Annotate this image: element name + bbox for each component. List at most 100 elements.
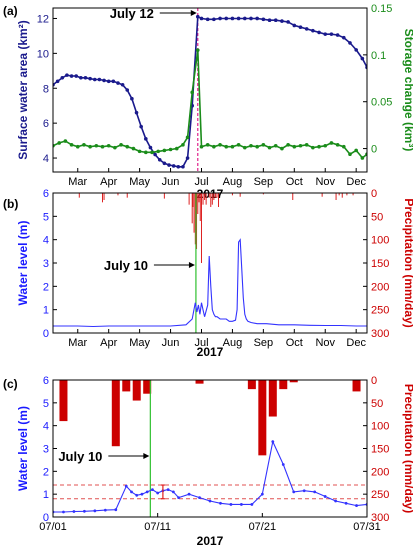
data-point: [261, 143, 266, 147]
data-point: [271, 440, 275, 444]
precip-bar: [352, 380, 361, 392]
data-point: [150, 150, 154, 155]
data-point: [125, 144, 130, 149]
precip-bar: [103, 193, 105, 200]
precip-bar: [205, 193, 207, 205]
precip-bar: [247, 380, 256, 390]
data-point: [125, 88, 130, 92]
data-point: [130, 490, 133, 494]
x-tick-label: Aug: [223, 176, 243, 188]
x-axis-label: 2017: [197, 345, 224, 359]
y-left-tick-label: 12: [37, 13, 49, 25]
y-left-tick-label: 5: [43, 398, 49, 410]
y-left-tick-label: 1: [43, 305, 49, 317]
y-left-tick-label: 3: [43, 444, 49, 456]
y-right-tick-label: 200: [371, 466, 389, 478]
data-point: [329, 32, 334, 36]
data-point: [181, 143, 185, 147]
data-point: [304, 143, 309, 147]
data-point: [199, 144, 204, 149]
data-point: [341, 144, 346, 149]
x-tick-label: Mar: [68, 337, 87, 349]
x-tick-label: Jul: [194, 176, 208, 188]
data-point: [311, 28, 315, 33]
data-point: [177, 496, 181, 499]
data-point: [79, 75, 83, 80]
precip-bar: [126, 193, 128, 198]
precip-bar: [292, 193, 294, 200]
data-point: [185, 135, 190, 140]
data-point: [267, 145, 272, 150]
data-point: [292, 144, 297, 149]
data-point: [224, 144, 229, 149]
data-point: [311, 145, 315, 150]
precip-bar: [214, 193, 216, 198]
y-left-tick-label: 3: [43, 258, 49, 270]
precip-bar: [198, 193, 200, 203]
precip-bar: [122, 380, 131, 392]
data-point: [187, 492, 191, 496]
panel-label: (b): [3, 197, 18, 211]
annotation-arrowhead: [143, 453, 150, 459]
y-left-tick-label: 0: [43, 512, 49, 524]
annotation-arrowhead: [188, 262, 195, 268]
precip-bar: [218, 193, 220, 207]
data-point: [208, 499, 212, 503]
y-left-tick-label: 5: [43, 211, 49, 223]
data-point: [298, 25, 303, 29]
data-point: [255, 16, 259, 21]
data-point: [92, 77, 97, 82]
data-point: [195, 48, 200, 52]
precip-bar: [111, 380, 120, 447]
data-point: [171, 490, 175, 494]
y-right-tick-label: 0.15: [371, 3, 392, 15]
precip-bar: [101, 193, 103, 203]
data-point: [348, 152, 352, 156]
y-right-tick-label: 0: [371, 375, 377, 387]
data-point: [135, 493, 139, 497]
y-right-tick-label: 0.1: [371, 50, 386, 62]
panel-1: (b) 0 1 2 3 4 5 6 0 50 100 150 200 250 300 Mar Apr May Jun…: [3, 188, 413, 359]
precip-bar: [188, 193, 190, 205]
precip-bar: [216, 193, 218, 198]
y-right-tick-label: 300: [371, 328, 389, 340]
data-point: [140, 492, 144, 496]
precip-bar: [335, 193, 337, 200]
annotation-arrowhead: [190, 10, 197, 16]
panel-label: (c): [3, 377, 18, 391]
data-point: [292, 490, 296, 494]
data-point: [72, 510, 76, 513]
y-right-label: Storage change (km³): [402, 29, 413, 152]
data-point: [280, 146, 284, 151]
data-point: [144, 150, 148, 155]
precip-bar: [211, 193, 213, 205]
x-tick-label: 07/31: [353, 521, 381, 533]
precip-bar: [352, 193, 354, 196]
data-point: [267, 18, 272, 23]
x-tick-label: Dec: [346, 176, 366, 188]
x-axis-label: 2017: [197, 534, 224, 548]
precip-bar: [268, 380, 277, 417]
data-point: [354, 148, 358, 153]
x-tick-label: Oct: [286, 176, 303, 188]
data-point: [120, 82, 125, 87]
precip-bar: [208, 193, 210, 198]
panel-2: (c) 0 1 2 3 4 5 6 0 50 100 150 200 250 300 07/01 07/11 07…: [3, 375, 413, 548]
data-point: [212, 17, 216, 22]
precip-bar: [163, 193, 165, 199]
x-tick-label: 07/21: [249, 521, 277, 533]
data-point: [167, 163, 171, 167]
data-point: [151, 488, 154, 491]
y-right-tick-label: 0: [371, 188, 377, 200]
precip-bar: [210, 193, 212, 207]
data-point: [162, 148, 167, 153]
precip-bar: [346, 193, 348, 196]
data-point: [292, 23, 297, 28]
plot-area: [53, 8, 367, 172]
data-point: [94, 143, 99, 148]
data-point: [88, 76, 92, 81]
data-point: [286, 143, 290, 147]
y-left-tick-label: 2: [43, 466, 49, 478]
y-left-tick-label: 0: [43, 328, 49, 340]
x-tick-label: May: [129, 176, 150, 188]
